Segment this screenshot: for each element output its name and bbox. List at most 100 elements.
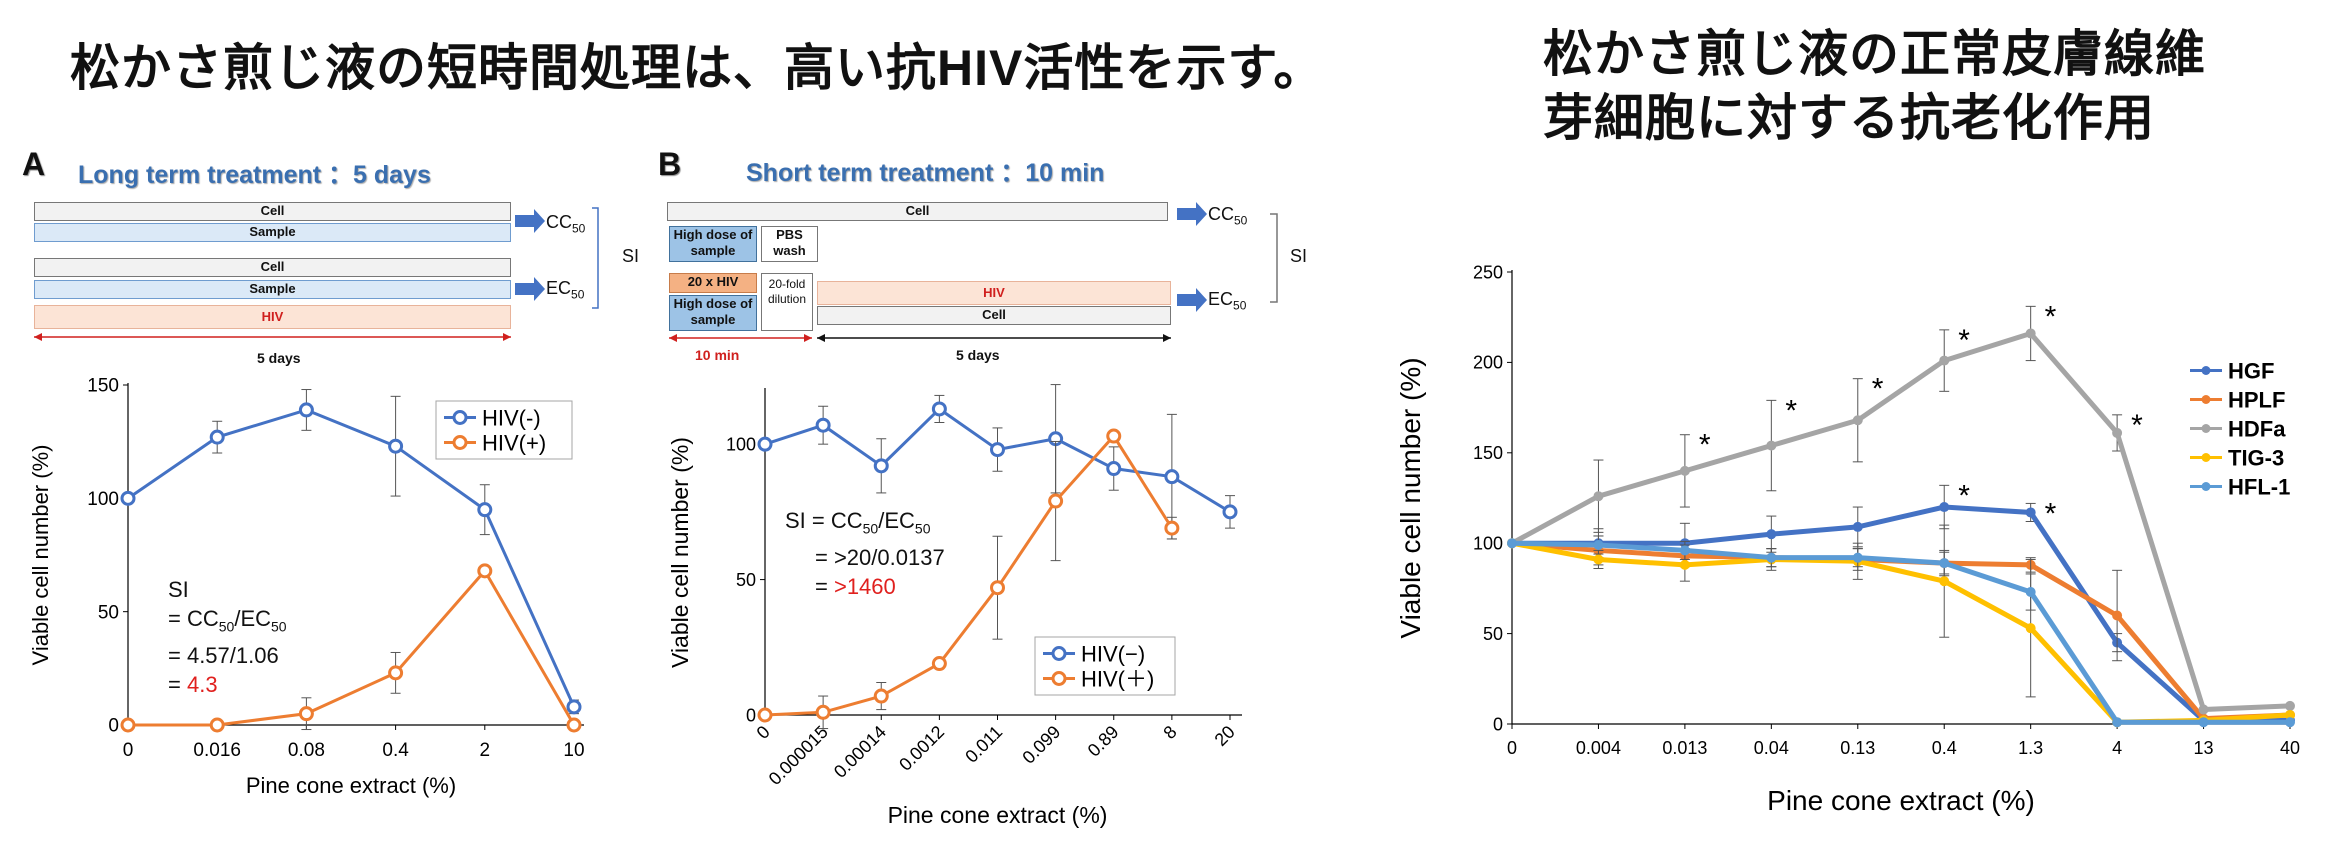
data-point <box>477 502 493 518</box>
panel-b-annotation: SI = CC50/EC50 = >20/0.0137 = >1460 <box>785 506 945 601</box>
data-point <box>1852 552 1863 563</box>
x-tick-label: 2 <box>480 740 491 761</box>
x-tick-label: 20 <box>1211 722 1239 750</box>
panel-a-duration-label: 5 days <box>257 350 301 366</box>
data-point <box>1679 545 1690 556</box>
x-tick-label: 0 <box>1507 738 1517 758</box>
panel-a-sample-bar-2: Sample <box>34 280 511 299</box>
panel-a-cc50-label: CC50 <box>546 212 586 236</box>
data-point <box>990 442 1005 458</box>
data-point <box>2112 610 2123 621</box>
x-tick-label: 0.13 <box>1840 738 1875 758</box>
legend-label: HIV(+) <box>482 430 546 455</box>
x-tick-label: 0.0012 <box>895 722 948 775</box>
x-tick-label: 8 <box>1159 722 1180 743</box>
panel-a-heading: Long term treatment ：5 days <box>78 161 431 189</box>
data-point <box>298 706 314 722</box>
series-HDFa <box>1507 305 2295 715</box>
legend-label: HPLF <box>2228 387 2285 412</box>
panel-b-20x-hiv-box: 20 x HIV <box>669 273 757 293</box>
main-title: 松かさ煎じ液の短時間処理は、高い抗HIV活性を示す。 <box>70 40 1325 96</box>
data-point <box>298 402 314 418</box>
y-tick-label: 0 <box>746 705 756 725</box>
data-point <box>1593 554 1604 565</box>
data-point <box>388 438 404 454</box>
data-point <box>209 429 225 445</box>
panel-b-cell-bar-top: Cell <box>667 202 1168 221</box>
panel-b-annotation-line2: = >20/0.0137 <box>815 545 945 571</box>
data-point <box>990 580 1005 596</box>
x-tick-label: 0.89 <box>1084 722 1123 761</box>
panel-a-ec50-arrow <box>515 277 545 301</box>
x-tick-label: 0.4 <box>382 740 409 761</box>
y-axis-label: Viable cell number (%) <box>667 437 693 668</box>
data-point <box>1679 559 1690 570</box>
data-point <box>566 699 582 715</box>
x-tick-label: 4 <box>2112 738 2122 758</box>
panel-a-si-bracket <box>592 207 599 309</box>
panel-a-hiv-bar: HIV <box>34 305 511 329</box>
x-tick-label: 0.000015 <box>765 722 832 789</box>
panel-b-5days-label: 5 days <box>956 347 1000 363</box>
y-tick-label: 100 <box>87 489 119 510</box>
significance-star: * <box>2131 409 2143 442</box>
y-tick-label: 50 <box>1483 624 1503 644</box>
data-point <box>1766 529 1777 540</box>
data-point <box>388 665 404 681</box>
panel-a-annotation-line3: = 4.57/1.06 <box>168 643 279 669</box>
right-title-line1: 松かさ煎じ液の正常皮膚線維 <box>1543 26 2206 82</box>
legend-marker <box>2201 482 2211 491</box>
data-point <box>757 707 773 723</box>
series-HFL-1 <box>1507 535 2295 728</box>
data-point <box>757 436 773 452</box>
y-tick-label: 150 <box>1473 443 1503 463</box>
data-point <box>931 656 947 672</box>
panel-a-annotation: SI = CC50/EC50 = 4.57/1.06 = 4.3 <box>168 575 287 699</box>
data-point <box>1106 428 1122 444</box>
x-tick-label: 0.08 <box>288 740 325 761</box>
data-point <box>209 717 225 733</box>
panel-a-cell-bar-2: Cell <box>34 258 511 277</box>
data-point <box>1164 469 1180 485</box>
data-point <box>815 704 831 720</box>
data-point <box>1766 440 1777 451</box>
data-point <box>1939 558 1950 569</box>
panel-b-heading: Short term treatment ：10 min <box>746 159 1105 187</box>
data-point <box>815 417 831 433</box>
x-axis-label: Pine cone extract (%) <box>246 773 456 798</box>
x-tick-label: 0.004 <box>1576 738 1621 758</box>
data-point <box>1164 520 1180 536</box>
x-tick-label: 0 <box>753 722 774 743</box>
panel-b-10min-label: 10 min <box>695 347 740 363</box>
right-chart: 0 50 100 150 200 250 0 0.004 0.013 0.04 0.13 0.4 1.3… <box>1395 262 2300 816</box>
legend-marker <box>2201 424 2211 433</box>
panel-b-pbs-wash-box: PBS wash <box>761 226 818 262</box>
x-tick-label: 0.04 <box>1754 738 1789 758</box>
y-tick-label: 100 <box>1473 534 1503 554</box>
data-point <box>1593 491 1604 502</box>
legend-marker <box>452 410 468 425</box>
legend-marker <box>2201 395 2211 404</box>
series-HIV(-) <box>120 389 582 715</box>
data-point <box>2285 700 2295 711</box>
significance-star: * <box>1958 479 1970 512</box>
series-HIV(+) <box>120 563 582 733</box>
legend-label: HGF <box>2228 358 2274 383</box>
series-HIV(−) <box>757 384 1238 540</box>
y-tick-label: 50 <box>98 602 119 623</box>
data-point <box>1507 538 1517 549</box>
panel-a-annotation-line4: = 4.3 <box>168 672 218 698</box>
legend-label: HIV(-) <box>482 405 541 430</box>
x-tick-label: 0.4 <box>1932 738 1957 758</box>
data-point <box>2198 704 2209 715</box>
legend-label: HDFa <box>2228 416 2286 441</box>
x-tick-label: 0.011 <box>961 722 1006 767</box>
data-point <box>931 401 947 417</box>
x-tick-label: 0.00014 <box>830 722 890 782</box>
data-point <box>2198 717 2209 728</box>
series-line <box>1510 330 2291 713</box>
x-tick-label: 0.099 <box>1018 722 1064 768</box>
panel-b-annotation-line1: SI = CC50/EC50 <box>785 508 931 537</box>
data-point <box>2025 328 2036 339</box>
